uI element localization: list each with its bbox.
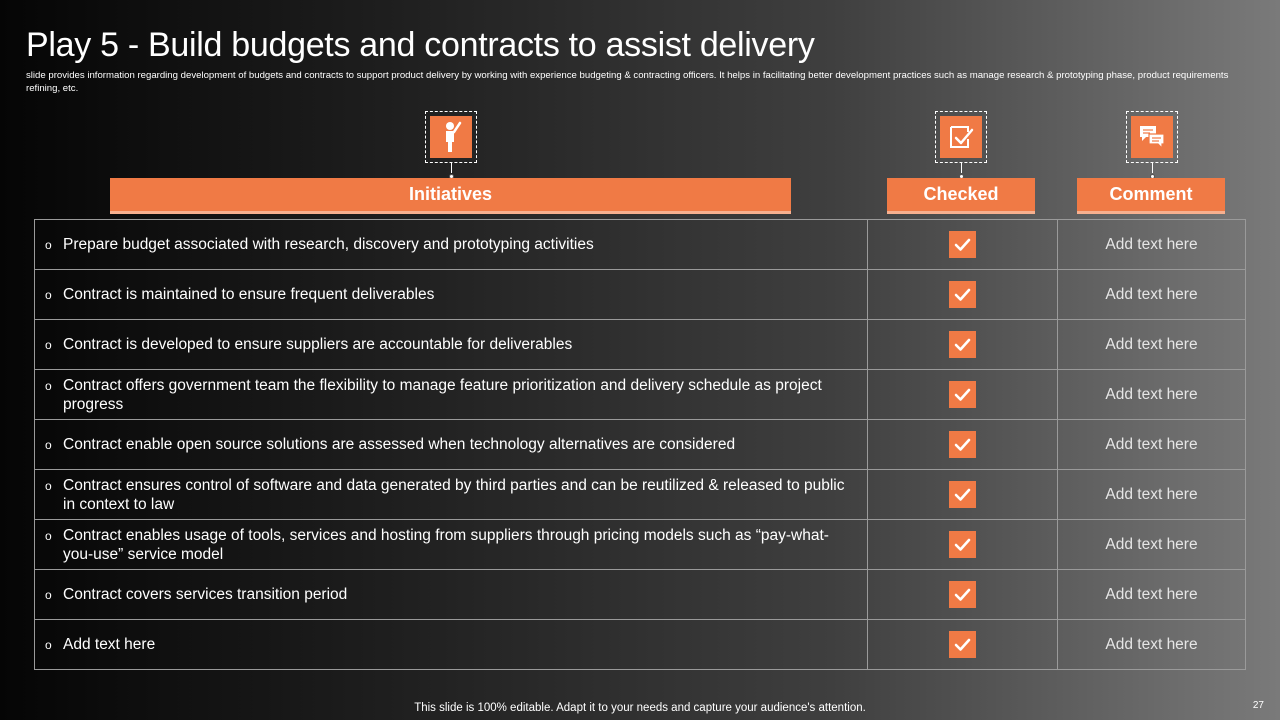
checkmark-icon[interactable] (949, 281, 976, 308)
comment-cell[interactable]: Add text here (1057, 569, 1246, 620)
initiative-text: Contract offers government team the flex… (63, 376, 822, 413)
comment-header: Comment (1077, 178, 1225, 214)
table-row: o Prepare budget associated with research… (34, 219, 1246, 270)
checked-icon-frame (935, 111, 987, 163)
comment-cell[interactable]: Add text here (1057, 619, 1246, 670)
initiative-text: Contract is developed to ensure supplier… (63, 335, 573, 353)
initiative-content: o Contract ensures control of software an… (35, 476, 867, 514)
comment-icon-connector (1152, 163, 1153, 173)
person-raising-hand-icon (430, 116, 472, 158)
page-number: 27 (1252, 700, 1264, 711)
slide-subtitle: slide provides information regarding dev… (26, 70, 1229, 94)
initiatives-icon-connector (451, 163, 452, 173)
checked-cell (867, 569, 1058, 620)
bullet-marker: o (45, 528, 52, 543)
initiative-cell: o Add text here (34, 619, 868, 670)
bullet-marker: o (45, 287, 52, 302)
initiatives-table: o Prepare budget associated with research… (34, 219, 1246, 670)
checked-cell (867, 319, 1058, 370)
checkmark-icon[interactable] (949, 431, 976, 458)
checkmark-icon[interactable] (949, 631, 976, 658)
initiative-text: Prepare budget associated with research,… (63, 235, 594, 253)
checked-icon-connector (961, 163, 962, 173)
initiative-content: o Contract is maintained to ensure freque… (35, 285, 867, 305)
table-row: o Contract covers services transition per… (34, 569, 1246, 620)
table-row: o Contract is maintained to ensure freque… (34, 269, 1246, 320)
chat-bubbles-icon (1131, 116, 1173, 158)
initiative-content: o Add text here (35, 635, 867, 655)
comment-cell[interactable]: Add text here (1057, 219, 1246, 270)
initiative-text: Contract enable open source solutions ar… (63, 435, 736, 453)
checkmark-icon[interactable] (949, 581, 976, 608)
checked-cell (867, 469, 1058, 520)
initiatives-icon-frame (425, 111, 477, 163)
initiative-cell: o Contract ensures control of software an… (34, 469, 868, 520)
table-row: o Contract enable open source solutions a… (34, 419, 1246, 470)
initiative-content: o Contract is developed to ensure supplie… (35, 335, 867, 355)
initiative-cell: o Contract is maintained to ensure freque… (34, 269, 868, 320)
initiative-content: o Contract covers services transition per… (35, 585, 867, 605)
initiative-cell: o Contract is developed to ensure supplie… (34, 319, 868, 370)
checked-cell (867, 619, 1058, 670)
initiative-text: Add text here (63, 635, 156, 653)
checked-cell (867, 419, 1058, 470)
checked-cell (867, 369, 1058, 420)
bullet-marker: o (45, 637, 52, 652)
initiative-content: o Contract enable open source solutions a… (35, 435, 867, 455)
initiative-content: o Prepare budget associated with research… (35, 235, 867, 255)
checkmark-icon[interactable] (949, 481, 976, 508)
initiatives-header: Initiatives (110, 178, 791, 214)
comment-cell[interactable]: Add text here (1057, 369, 1246, 420)
checkmark-icon[interactable] (949, 231, 976, 258)
checkmark-icon[interactable] (949, 531, 976, 558)
comment-cell[interactable]: Add text here (1057, 319, 1246, 370)
bullet-marker: o (45, 378, 52, 393)
table-row: o Add text here Add text here (34, 619, 1246, 670)
initiative-text: Contract covers services transition peri… (63, 585, 348, 603)
initiative-text: Contract enables usage of tools, service… (63, 526, 829, 563)
initiative-cell: o Contract enables usage of tools, servic… (34, 519, 868, 570)
comment-cell[interactable]: Add text here (1057, 419, 1246, 470)
checked-cell (867, 219, 1058, 270)
checkmark-icon[interactable] (949, 331, 976, 358)
table-row: o Contract is developed to ensure supplie… (34, 319, 1246, 370)
initiative-text: Contract ensures control of software and… (63, 476, 845, 513)
bullet-marker: o (45, 237, 52, 252)
initiative-content: o Contract offers government team the fle… (35, 376, 867, 414)
checked-header: Checked (887, 178, 1035, 214)
initiative-cell: o Contract enable open source solutions a… (34, 419, 868, 470)
table-row: o Contract ensures control of software an… (34, 469, 1246, 520)
slide-title: Play 5 - Build budgets and contracts to … (26, 26, 815, 64)
bullet-marker: o (45, 337, 52, 352)
comment-cell[interactable]: Add text here (1057, 519, 1246, 570)
comment-cell[interactable]: Add text here (1057, 469, 1246, 520)
comment-icon-frame (1126, 111, 1178, 163)
checkbox-tick-icon (940, 116, 982, 158)
initiative-content: o Contract enables usage of tools, servic… (35, 526, 867, 564)
bullet-marker: o (45, 478, 52, 493)
bullet-marker: o (45, 437, 52, 452)
initiative-cell: o Contract covers services transition per… (34, 569, 868, 620)
table-row: o Contract offers government team the fle… (34, 369, 1246, 420)
initiative-text: Contract is maintained to ensure frequen… (63, 285, 435, 303)
checkmark-icon[interactable] (949, 381, 976, 408)
table-row: o Contract enables usage of tools, servic… (34, 519, 1246, 570)
initiative-cell: o Contract offers government team the fle… (34, 369, 868, 420)
comment-cell[interactable]: Add text here (1057, 269, 1246, 320)
checked-cell (867, 519, 1058, 570)
initiative-cell: o Prepare budget associated with research… (34, 219, 868, 270)
bullet-marker: o (45, 587, 52, 602)
checked-cell (867, 269, 1058, 320)
slide-footer: This slide is 100% editable. Adapt it to… (414, 702, 866, 714)
